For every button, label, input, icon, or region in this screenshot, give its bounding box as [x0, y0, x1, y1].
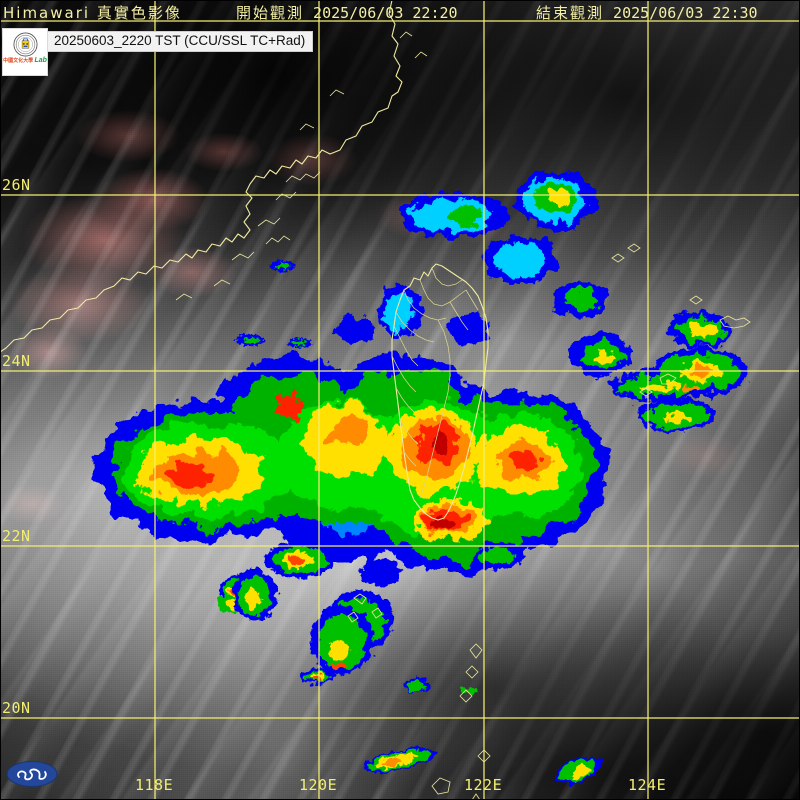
seal-caption: 中國文化大學 Lab [3, 57, 47, 64]
seal-caption-line2: Lab [34, 57, 47, 64]
lon-label-124e: 124E [628, 776, 667, 794]
lon-label-118e: 118E [135, 776, 174, 794]
seal-icon [13, 32, 37, 57]
frame-caption: 20250603_2220 TST (CCU/SSL TC+Rad) [46, 31, 314, 52]
lat-label-26n: 26N [2, 176, 31, 194]
observation-start: 開始觀測 2025/06/03 22:20 [236, 2, 458, 23]
observation-end: 結束觀測 2025/06/03 22:30 [536, 2, 758, 23]
lat-label-22n: 22N [2, 527, 31, 545]
lon-label-122e: 122E [464, 776, 503, 794]
observation-start-label: 開始觀測 [236, 4, 305, 22]
lat-label-20n: 20N [2, 699, 31, 717]
seal-caption-line1: 中國文化大學 [3, 58, 34, 64]
product-title-satellite: Himawari 真實色影像 [3, 4, 182, 22]
product-title: Himawari 真實色影像 [3, 2, 182, 23]
university-seal-badge: 中國文化大學 Lab [2, 28, 48, 76]
lat-label-24n: 24N [2, 352, 31, 370]
ssl-oval-logo-icon [6, 761, 58, 787]
observation-end-label: 結束觀測 [536, 4, 605, 22]
observation-end-time: 2025/06/03 22:30 [613, 4, 758, 22]
lon-label-120e: 120E [299, 776, 338, 794]
observation-start-time: 2025/06/03 22:20 [313, 4, 458, 22]
